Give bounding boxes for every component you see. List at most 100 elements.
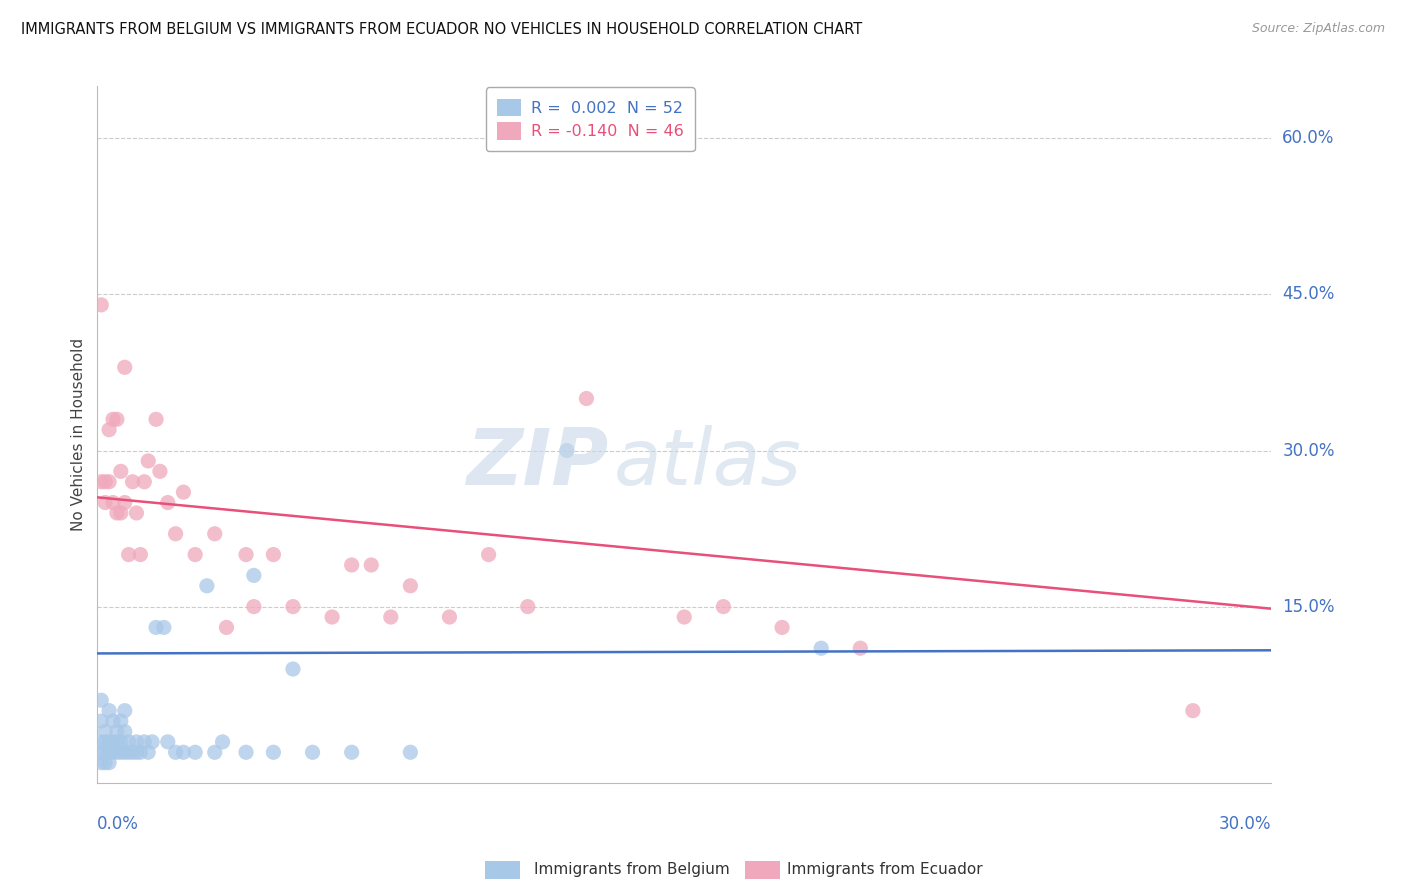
Point bbox=[204, 526, 226, 541]
Point bbox=[380, 610, 402, 624]
Point bbox=[114, 360, 136, 375]
Point bbox=[810, 641, 832, 656]
Point bbox=[243, 599, 266, 614]
Text: 30.0%: 30.0% bbox=[1282, 442, 1334, 459]
Point bbox=[711, 599, 734, 614]
Text: IMMIGRANTS FROM BELGIUM VS IMMIGRANTS FROM ECUADOR NO VEHICLES IN HOUSEHOLD CORR: IMMIGRANTS FROM BELGIUM VS IMMIGRANTS FR… bbox=[21, 22, 862, 37]
Point bbox=[136, 454, 159, 468]
Point bbox=[129, 548, 152, 562]
Point bbox=[770, 620, 793, 634]
Point bbox=[98, 745, 121, 759]
Point bbox=[98, 756, 121, 770]
Point bbox=[101, 412, 124, 426]
Point bbox=[110, 506, 132, 520]
Text: 60.0%: 60.0% bbox=[1282, 129, 1334, 147]
Text: Immigrants from Ecuador: Immigrants from Ecuador bbox=[787, 863, 983, 877]
Point bbox=[165, 526, 187, 541]
Point bbox=[105, 506, 128, 520]
Point bbox=[149, 464, 172, 478]
Point bbox=[94, 724, 117, 739]
Point bbox=[94, 475, 117, 489]
Y-axis label: No Vehicles in Household: No Vehicles in Household bbox=[72, 338, 86, 532]
Point bbox=[105, 724, 128, 739]
Point bbox=[136, 745, 159, 759]
Point bbox=[125, 745, 148, 759]
Point bbox=[110, 745, 132, 759]
Point bbox=[98, 735, 121, 749]
Point bbox=[101, 714, 124, 728]
Point bbox=[235, 548, 257, 562]
Point bbox=[1181, 704, 1204, 718]
Point bbox=[141, 735, 163, 749]
Point bbox=[399, 579, 422, 593]
Point bbox=[121, 475, 143, 489]
Point bbox=[165, 745, 187, 759]
Point bbox=[90, 475, 112, 489]
Point bbox=[114, 724, 136, 739]
Point bbox=[195, 579, 218, 593]
Point bbox=[439, 610, 461, 624]
Point bbox=[105, 412, 128, 426]
Point bbox=[281, 662, 304, 676]
Point bbox=[94, 495, 117, 509]
Point bbox=[321, 610, 343, 624]
Point bbox=[360, 558, 382, 572]
Point bbox=[98, 475, 121, 489]
Point bbox=[114, 745, 136, 759]
Text: Source: ZipAtlas.com: Source: ZipAtlas.com bbox=[1251, 22, 1385, 36]
Text: 45.0%: 45.0% bbox=[1282, 285, 1334, 303]
Point bbox=[555, 443, 578, 458]
Point bbox=[340, 745, 363, 759]
Point bbox=[156, 495, 179, 509]
Point bbox=[94, 745, 117, 759]
Point bbox=[90, 298, 112, 312]
Text: Immigrants from Belgium: Immigrants from Belgium bbox=[534, 863, 730, 877]
Point bbox=[105, 745, 128, 759]
Point bbox=[94, 735, 117, 749]
Point bbox=[90, 735, 112, 749]
Point bbox=[243, 568, 266, 582]
Point bbox=[121, 745, 143, 759]
Point bbox=[204, 745, 226, 759]
Point bbox=[281, 599, 304, 614]
Text: 0.0%: 0.0% bbox=[97, 815, 139, 833]
Text: 15.0%: 15.0% bbox=[1282, 598, 1334, 615]
Legend: R =  0.002  N = 52, R = -0.140  N = 46: R = 0.002 N = 52, R = -0.140 N = 46 bbox=[486, 87, 695, 151]
Point bbox=[110, 714, 132, 728]
Point bbox=[98, 704, 121, 718]
Point bbox=[125, 506, 148, 520]
Point bbox=[156, 735, 179, 749]
Text: ZIP: ZIP bbox=[465, 425, 607, 500]
Point bbox=[105, 735, 128, 749]
Point bbox=[134, 735, 156, 749]
Point bbox=[235, 745, 257, 759]
Point bbox=[118, 548, 141, 562]
Point bbox=[153, 620, 176, 634]
Point bbox=[849, 641, 872, 656]
Point bbox=[118, 745, 141, 759]
Point bbox=[90, 756, 112, 770]
Point bbox=[301, 745, 323, 759]
Point bbox=[101, 735, 124, 749]
Point bbox=[129, 745, 152, 759]
Point bbox=[184, 745, 207, 759]
Point bbox=[575, 392, 598, 406]
Point bbox=[134, 475, 156, 489]
Point bbox=[478, 548, 501, 562]
Point bbox=[211, 735, 233, 749]
Point bbox=[673, 610, 696, 624]
Point bbox=[516, 599, 538, 614]
Point bbox=[98, 423, 121, 437]
Point bbox=[118, 735, 141, 749]
Point bbox=[340, 558, 363, 572]
Point bbox=[94, 756, 117, 770]
Point bbox=[215, 620, 238, 634]
Point bbox=[145, 412, 167, 426]
Point bbox=[90, 714, 112, 728]
Point bbox=[114, 704, 136, 718]
Point bbox=[399, 745, 422, 759]
Text: 30.0%: 30.0% bbox=[1219, 815, 1271, 833]
Point bbox=[90, 745, 112, 759]
Point bbox=[101, 745, 124, 759]
Point bbox=[262, 745, 284, 759]
